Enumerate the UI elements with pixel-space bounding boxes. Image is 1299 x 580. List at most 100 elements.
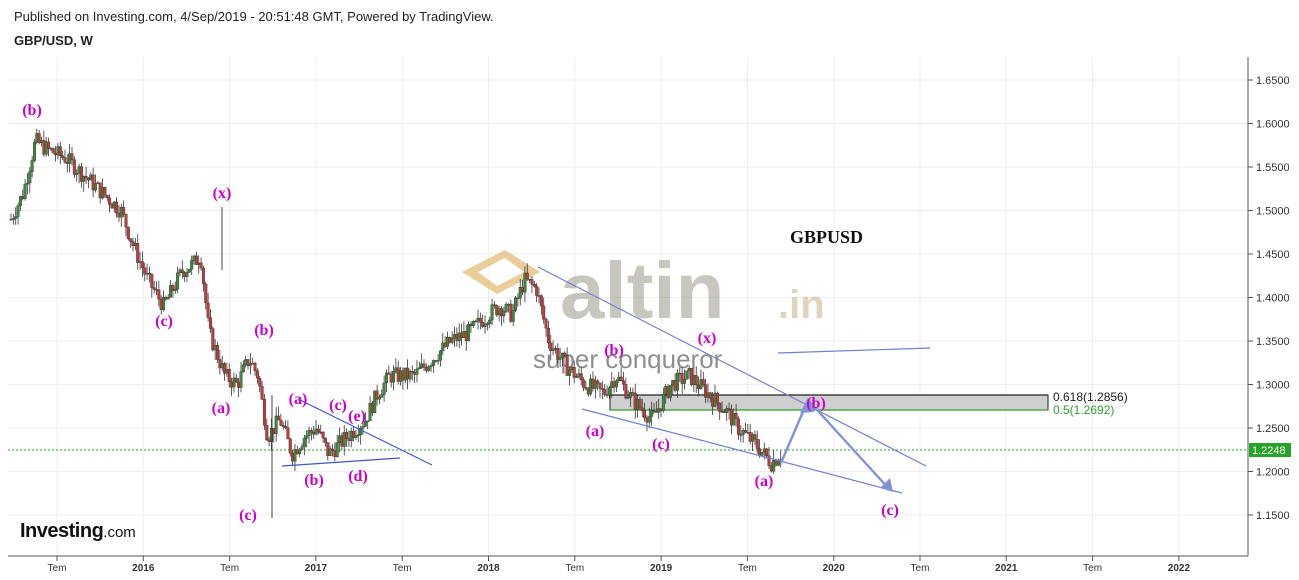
candle-body [734, 413, 738, 420]
candle-body [147, 273, 151, 275]
wave-label: (b) [806, 395, 826, 412]
candle-body [330, 448, 334, 451]
candle-body [725, 408, 729, 413]
candle-body [129, 238, 133, 242]
candle-body [300, 446, 304, 450]
candle-body [260, 385, 264, 400]
candle-body [600, 388, 604, 390]
watermark-brand-tld: .in [778, 283, 825, 327]
candle-body [551, 348, 555, 351]
wave-label: (c) [239, 507, 257, 524]
grid [8, 57, 1248, 556]
channel-upper-line [537, 266, 927, 467]
candle-body [47, 141, 51, 149]
y-tick-label: 1.5500 [1256, 162, 1290, 174]
candle-body [298, 449, 302, 455]
candle-body [624, 384, 628, 399]
candle-body [765, 448, 769, 457]
current-price-text: 1.2248 [1252, 445, 1286, 457]
candle-body [755, 439, 759, 449]
candle-body [485, 323, 489, 325]
candle-body [105, 195, 109, 198]
wave-label: (b) [254, 322, 274, 339]
candle-body [32, 141, 36, 161]
candle-body [772, 460, 776, 472]
candle-body [579, 373, 583, 380]
candle-body [63, 157, 67, 163]
candle-body [187, 268, 191, 273]
wave-label: (c) [652, 436, 670, 453]
candle-body [16, 205, 20, 217]
candle-body [490, 304, 494, 321]
candle-body [11, 218, 15, 220]
candle-body [436, 360, 440, 362]
candle-body [514, 297, 518, 311]
candle-body [753, 434, 757, 440]
candle-body [166, 297, 170, 300]
candle-body [232, 377, 236, 388]
candle-body [380, 394, 384, 398]
wave-label: (a) [755, 473, 774, 490]
candle-body [194, 255, 198, 265]
candle-body [162, 297, 166, 310]
candle-body [323, 437, 327, 443]
candle-body [122, 206, 126, 215]
candle-body [51, 148, 55, 154]
candle-body [647, 416, 651, 423]
candle-body [201, 267, 205, 285]
wave-label: (b) [22, 102, 42, 119]
candle-body [685, 370, 689, 380]
x-tick-label: 2017 [305, 563, 328, 574]
candle-body [241, 364, 245, 373]
candle-body [302, 438, 306, 447]
candle-body [356, 434, 360, 436]
candle-body [638, 399, 642, 409]
candle-body [293, 449, 297, 462]
candle-body [619, 376, 623, 381]
candle-body [23, 183, 27, 199]
candle-body [152, 287, 156, 290]
fib-618-label: 0.618(1.2856) [1053, 390, 1128, 404]
candle-body [157, 289, 161, 300]
candle-body [321, 431, 325, 439]
x-tick-label: 2019 [650, 563, 673, 574]
y-tick-label: 1.2000 [1256, 467, 1290, 479]
candle-body [169, 285, 173, 298]
triangle-lower-line [281, 457, 401, 467]
candle-body [307, 430, 311, 436]
candle-body [384, 372, 388, 384]
candle-body [582, 379, 586, 388]
candle-body [328, 448, 332, 456]
candle-body [535, 285, 539, 296]
candle-body [682, 379, 686, 384]
candle-body [776, 461, 780, 466]
y-tick-label: 1.2500 [1256, 423, 1290, 435]
candle-body [37, 133, 41, 143]
candle-body [504, 303, 508, 312]
candle-body [281, 425, 285, 427]
candle-body [377, 397, 381, 400]
candle-body [274, 415, 278, 434]
candle-body [28, 171, 32, 184]
candle-body [546, 327, 550, 344]
candle-body [180, 269, 184, 273]
candle-body [382, 382, 386, 395]
x-tick-label: 2018 [477, 563, 500, 574]
wave-label: (c) [329, 397, 347, 414]
candle-body [286, 427, 290, 440]
candle-body [565, 355, 569, 376]
candle-body [288, 438, 292, 454]
candle-body [246, 359, 250, 366]
candle-body [518, 287, 522, 299]
candle-body [650, 410, 654, 417]
candle-body [631, 392, 635, 394]
candle-body [61, 155, 65, 158]
candle-body [387, 372, 391, 375]
candle-body [248, 362, 252, 366]
candle-body [284, 426, 288, 428]
candle-body [335, 442, 339, 457]
candle-body [75, 173, 79, 175]
candle-body [701, 379, 705, 386]
candle-body [84, 175, 88, 179]
